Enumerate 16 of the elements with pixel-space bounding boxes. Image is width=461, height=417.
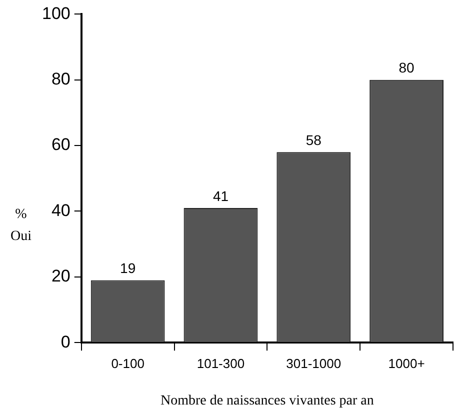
y-tick-label: 100 [42,4,70,23]
x-axis-title: Nombre de naissances vivantes par an [160,393,374,408]
y-axis-title: % Oui [10,206,32,246]
y-tick-label: 40 [51,200,70,220]
x-tick-label: 301-1000 [286,356,342,371]
y-tick-label: 60 [51,135,70,154]
x-tick-label: 1000+ [388,356,425,371]
data-label: 58 [306,132,322,148]
y-tick-label: 80 [51,70,70,89]
y-tick-label: 20 [51,266,70,286]
data-label: 19 [120,260,136,276]
x-tick-label: 101-300 [196,356,245,371]
y-tick-label: 0 [60,332,70,352]
x-tick-label: 0-100 [111,356,144,371]
data-label: 80 [398,60,415,76]
data-label: 41 [212,188,229,204]
